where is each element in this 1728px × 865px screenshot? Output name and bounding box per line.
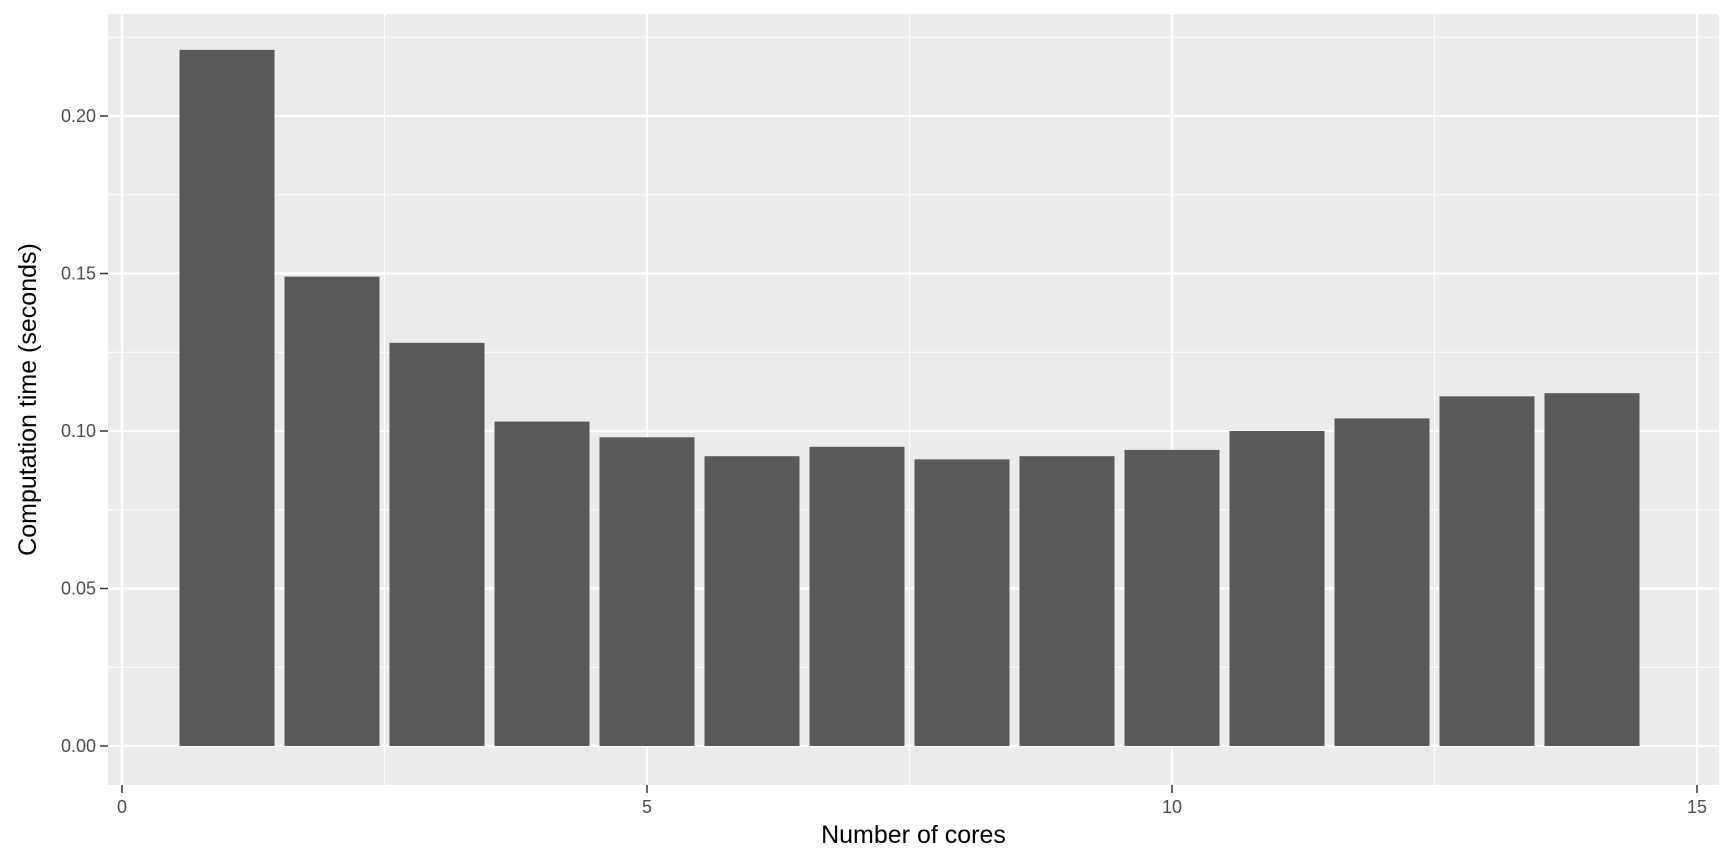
bar-cores-10 bbox=[1124, 449, 1220, 746]
x-tick-label: 15 bbox=[1687, 797, 1707, 817]
y-tick-label: 0.15 bbox=[61, 264, 96, 284]
bar-cores-3 bbox=[389, 342, 485, 746]
x-tick-label: 0 bbox=[117, 797, 127, 817]
x-tick-label: 5 bbox=[642, 797, 652, 817]
y-tick-label: 0.20 bbox=[61, 106, 96, 126]
y-tick-label: 0.00 bbox=[61, 736, 96, 756]
bar-cores-2 bbox=[284, 276, 380, 746]
x-axis-title: Number of cores bbox=[821, 821, 1006, 849]
bar-cores-5 bbox=[599, 437, 695, 746]
bar-cores-11 bbox=[1229, 431, 1325, 746]
bar-cores-4 bbox=[494, 421, 590, 746]
bar-cores-7 bbox=[809, 446, 905, 746]
bar-cores-12 bbox=[1334, 418, 1430, 746]
y-tick-label: 0.10 bbox=[61, 421, 96, 441]
bar-cores-14 bbox=[1544, 393, 1640, 746]
bar-cores-1 bbox=[179, 49, 275, 747]
axes: 0.00 0.05 0.10 0.15 0.20 0 5 10 15 bbox=[61, 106, 1707, 817]
y-tick-label: 0.05 bbox=[61, 579, 96, 599]
x-tick-label: 10 bbox=[1162, 797, 1182, 817]
y-axis-title: Computation time (seconds) bbox=[14, 243, 42, 556]
bar-cores-6 bbox=[704, 456, 800, 746]
bar-cores-8 bbox=[914, 459, 1010, 746]
bar-cores-9 bbox=[1019, 456, 1115, 746]
bar-cores-13 bbox=[1439, 396, 1535, 746]
bars bbox=[179, 49, 1640, 747]
